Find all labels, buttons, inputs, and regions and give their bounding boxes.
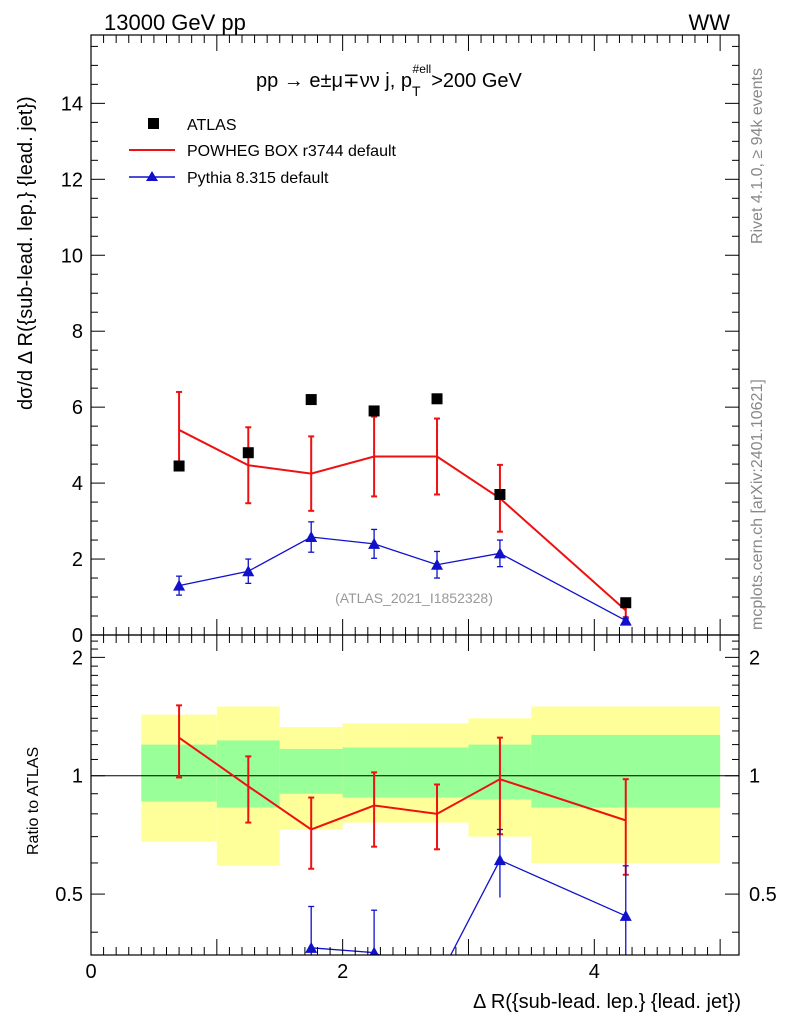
atlas-marker: [620, 597, 632, 609]
ratio-ticks: 0.5 0.5 1 1 2 2 0 2 4: [55, 635, 777, 983]
legend-label-atlas: ATLAS: [187, 117, 237, 134]
legend-marker-atlas: [148, 118, 159, 129]
pythia-marker: [242, 565, 255, 577]
ratio-y-tick-label: 0.5: [55, 884, 83, 906]
pythia-marker: [431, 558, 444, 570]
pythia-marker: [493, 547, 506, 559]
x-tick-label: 2: [337, 961, 348, 983]
legend-marker-pythia: [146, 171, 158, 181]
legend-label-powheg: POWHEG BOX r3744 default: [187, 143, 397, 160]
x-tick-label: 4: [589, 961, 600, 983]
ratio-bands: [141, 706, 721, 866]
y-tick-label: 6: [72, 397, 83, 419]
ratio-pythia-marker: [619, 909, 632, 921]
x-axis-label: Δ R({sub-lead. lep.} {lead. jet}): [473, 991, 741, 1013]
main-y-label: dσ/d Δ R({sub-lead. lep.} {lead. jet}): [15, 96, 37, 410]
ratio-panel: 0.5 0.5 1 1 2 2 0 2 4 Ratio to ATLAS Δ R({sub-le…: [25, 634, 777, 1013]
y-tick-label: 8: [72, 321, 83, 343]
y-tick-label: 14: [61, 93, 83, 115]
ratio-plot-frame: [90, 634, 740, 956]
pythia-marker: [368, 537, 381, 549]
main-panel: (ATLAS_2021_I1852328) 0 2 4 6 8 10 12 14 pp → e…: [15, 34, 740, 647]
energy-label: 13000 GeV pp: [104, 10, 246, 35]
ratio-series: [176, 704, 632, 955]
rivet-label: Rivet 4.1.0, ≥ 94k events: [749, 68, 766, 244]
y-tick-label: 0: [72, 625, 83, 647]
atlas-marker: [242, 447, 254, 459]
process-label: WW: [688, 10, 730, 35]
legend: ATLAS POWHEG BOX r3744 default Pythia 8.…: [129, 117, 397, 187]
ratio-pythia-marker: [493, 854, 506, 866]
main-series: [173, 390, 632, 626]
ratio-pythia-marker: [305, 941, 318, 953]
atlas-marker: [431, 393, 443, 405]
ratio-y-tick-label-right: 2: [749, 647, 760, 669]
y-tick-label: 2: [72, 549, 83, 571]
analysis-watermark: (ATLAS_2021_I1852328): [335, 590, 493, 606]
ratio-y-tick-label-right: 0.5: [749, 884, 777, 906]
y-tick-label: 12: [61, 169, 83, 191]
ratio-y-tick-label: 2: [72, 647, 83, 669]
ratio-y-tick-label-right: 1: [749, 766, 760, 788]
main-ticks: 0 2 4 6 8 10 12 14: [61, 35, 739, 647]
atlas-marker: [368, 405, 380, 417]
atlas-marker: [305, 394, 317, 406]
ratio-y-tick-label: 1: [72, 766, 83, 788]
atlas-marker: [494, 488, 506, 500]
y-tick-label: 4: [72, 473, 83, 495]
x-tick-label: 0: [85, 961, 96, 983]
uncertainty-band-inner: [279, 748, 343, 794]
ratio-pythia-line: [311, 859, 627, 955]
ratio-series-clip-group: [176, 704, 632, 955]
ratio-y-label: Ratio to ATLAS: [25, 747, 42, 855]
pythia-marker: [173, 579, 186, 591]
atlas-marker: [173, 460, 185, 472]
y-tick-label: 10: [61, 245, 83, 267]
legend-label-pythia: Pythia 8.315 default: [187, 170, 329, 187]
source-label: mcplots.cern.ch [arXiv:2401.10621]: [749, 379, 766, 630]
pythia-marker: [619, 614, 632, 626]
plot-title: pp → e±μ∓νν j, pT#ell>200 GeV: [256, 62, 523, 99]
ratio-pythia-marker: [369, 946, 379, 955]
pythia-marker: [305, 531, 318, 543]
